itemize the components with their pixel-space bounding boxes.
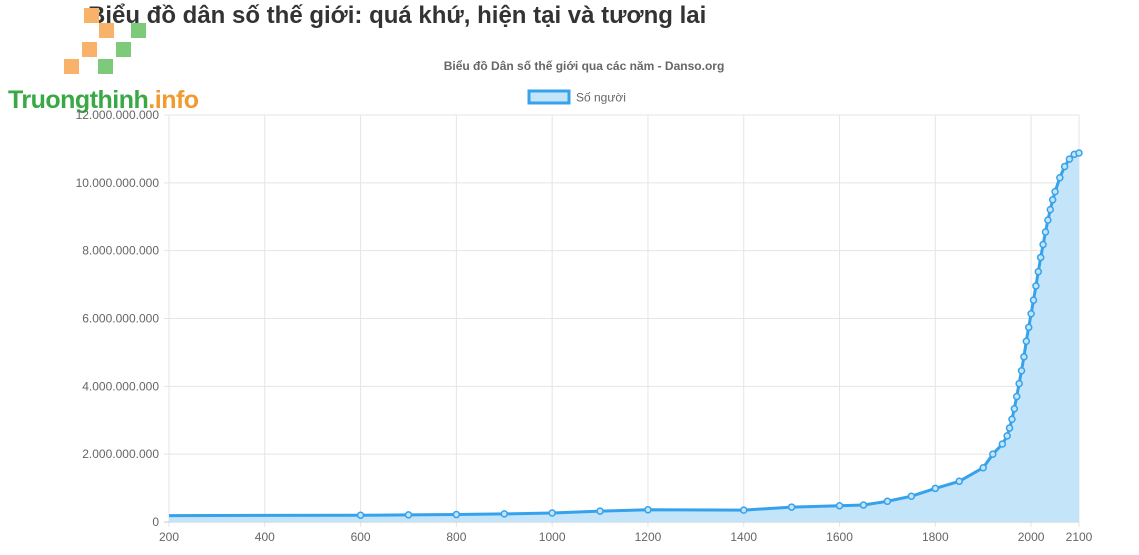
site-logo[interactable]: Truongthinh.info	[8, 8, 218, 115]
x-tick-label: 1000	[539, 530, 566, 544]
data-point[interactable]	[500, 510, 509, 518]
logo-tld-text: .info	[148, 86, 199, 114]
logo-tile-icon	[99, 23, 114, 38]
data-point[interactable]	[1003, 432, 1011, 440]
data-point[interactable]	[404, 511, 413, 519]
data-point[interactable]	[548, 509, 556, 517]
data-point[interactable]	[1029, 296, 1038, 304]
data-point[interactable]	[998, 440, 1007, 448]
data-point[interactable]	[1017, 366, 1026, 375]
data-point[interactable]	[1010, 404, 1019, 413]
x-tick-label: 1400	[730, 530, 757, 544]
data-point[interactable]	[907, 492, 916, 500]
logo-wordmark: Truongthinh.info	[8, 86, 199, 115]
logo-tile-icon	[64, 59, 79, 74]
data-point[interactable]	[1041, 228, 1050, 236]
legend-swatch	[527, 89, 571, 105]
data-point[interactable]	[1032, 282, 1040, 290]
data-point[interactable]	[835, 501, 844, 510]
x-tick-label: 2100	[1066, 530, 1093, 544]
x-tick-label: 600	[351, 530, 371, 544]
y-tick-label: 10.000.000.000	[76, 176, 160, 190]
data-point[interactable]	[596, 507, 604, 515]
data-point[interactable]	[452, 510, 461, 519]
logo-tile-icon	[82, 42, 97, 57]
x-tick-label: 400	[255, 530, 275, 544]
data-point[interactable]	[1051, 187, 1059, 196]
data-point[interactable]	[1005, 424, 1014, 432]
data-point[interactable]	[739, 506, 748, 514]
legend-label: Số người	[576, 91, 626, 105]
population-line	[168, 151, 1080, 518]
data-point[interactable]	[1034, 267, 1043, 276]
x-tick-label: 200	[159, 530, 179, 544]
y-tick-label: 12.000.000.000	[76, 108, 160, 122]
legend[interactable]: Số người	[527, 89, 626, 105]
data-point[interactable]	[1044, 216, 1052, 224]
chart-grid	[164, 114, 1080, 527]
data-point[interactable]	[1065, 155, 1074, 163]
data-point[interactable]	[1027, 310, 1035, 318]
data-point[interactable]	[931, 484, 940, 493]
population-area	[169, 153, 1079, 522]
data-point[interactable]	[787, 503, 796, 511]
logo-tile-icon	[116, 42, 131, 57]
x-tick-label: 1600	[826, 530, 853, 544]
data-point[interactable]	[859, 501, 868, 509]
data-point[interactable]	[1024, 323, 1033, 332]
data-point[interactable]	[989, 450, 997, 458]
x-tick-label: 1800	[922, 530, 949, 544]
logo-tile-icon	[131, 23, 146, 38]
x-tick-label: 800	[446, 530, 466, 544]
data-point[interactable]	[1012, 392, 1021, 401]
data-point[interactable]	[1008, 415, 1016, 423]
chart-title: Biểu đồ Dân số thế giới qua các năm - Da…	[444, 59, 725, 73]
x-tick-label: 1200	[635, 530, 662, 544]
data-point[interactable]	[883, 497, 892, 506]
data-point[interactable]	[1060, 162, 1069, 171]
logo-tile-icon	[98, 59, 113, 74]
page-heading: Biểu đồ dân số thế giới: quá khứ, hiện t…	[88, 2, 707, 29]
y-tick-label: 6.000.000.000	[82, 312, 159, 326]
logo-tile-icon	[84, 8, 99, 23]
y-tick-label: 4.000.000.000	[82, 379, 159, 393]
data-point[interactable]	[1075, 149, 1083, 157]
data-point[interactable]	[1048, 196, 1057, 204]
data-point[interactable]	[644, 506, 652, 514]
data-point[interactable]	[1022, 337, 1031, 345]
logo-brand-text: Truongthinh	[8, 86, 149, 114]
data-point[interactable]	[356, 511, 365, 519]
data-point[interactable]	[1056, 173, 1064, 182]
y-tick-label: 0	[152, 515, 159, 529]
population-points	[356, 149, 1083, 519]
data-point[interactable]	[1046, 205, 1055, 214]
data-point[interactable]	[1039, 240, 1047, 249]
data-point[interactable]	[955, 477, 964, 486]
data-point[interactable]	[979, 463, 987, 472]
axis-ticks: 200 400 600 800 1000 1200 1400 1600 1800 2000 2100…	[76, 108, 1093, 544]
x-tick-label: 2000	[1018, 530, 1045, 544]
data-point[interactable]	[1015, 379, 1023, 388]
y-tick-label: 8.000.000.000	[82, 244, 159, 258]
data-point[interactable]	[1020, 353, 1028, 361]
data-point[interactable]	[1036, 253, 1045, 262]
y-tick-label: 2.000.000.000	[82, 447, 159, 461]
